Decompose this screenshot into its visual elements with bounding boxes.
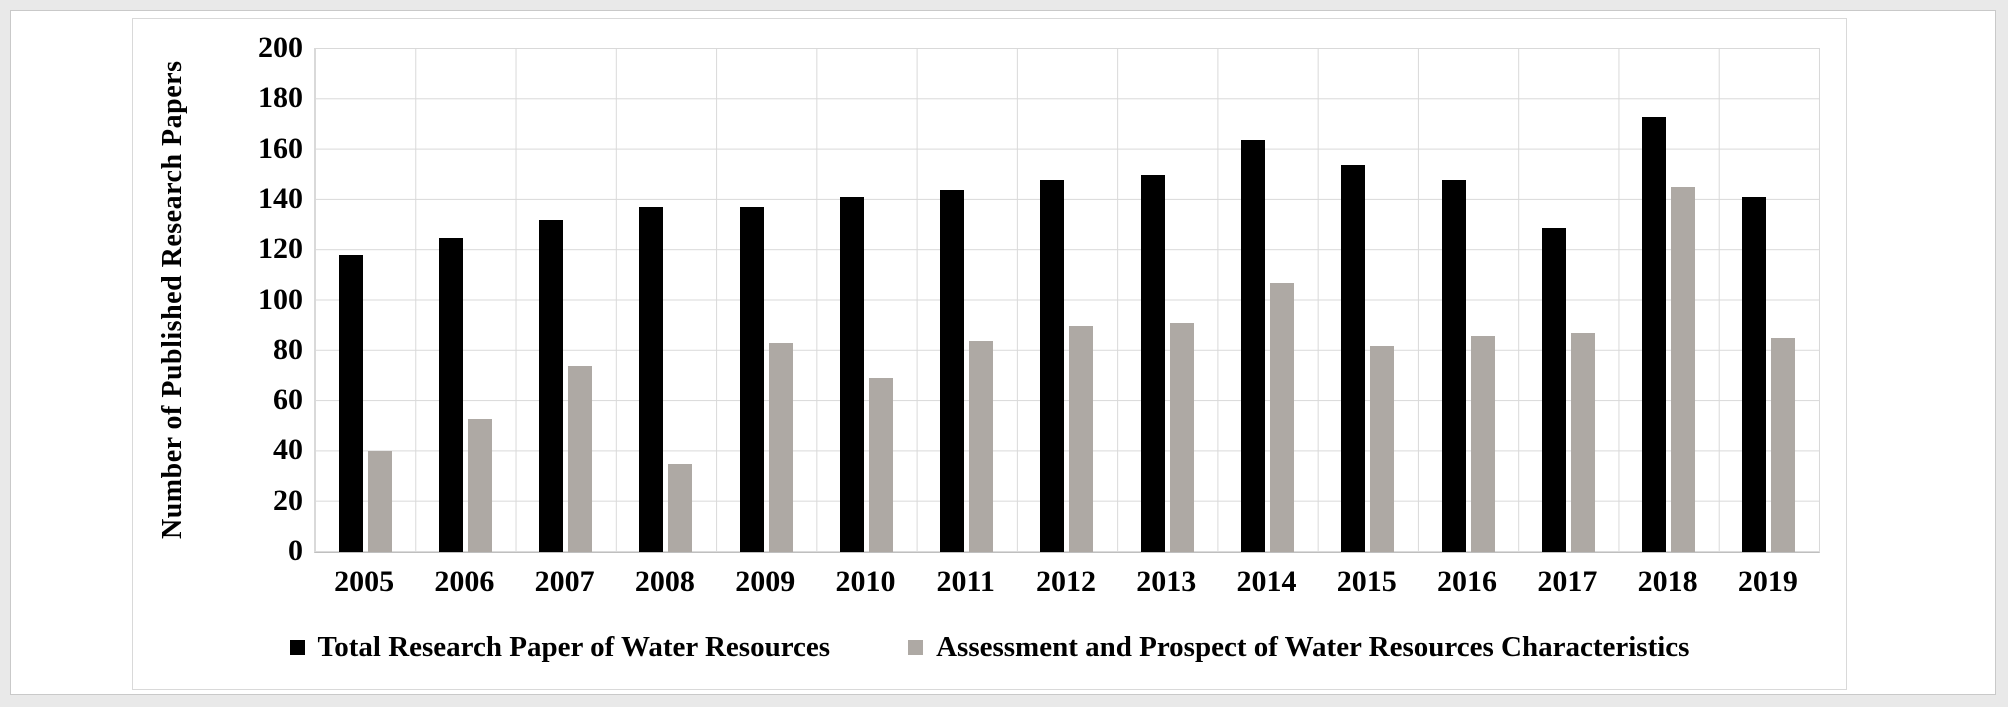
bar-total-2018	[1642, 116, 1667, 552]
bar-total-2008	[639, 207, 664, 552]
x-tick-label: 2010	[835, 565, 896, 598]
bar-group-2014	[1217, 49, 1317, 552]
bar-group-2012	[1017, 49, 1117, 552]
bar-assessment-2006	[467, 418, 492, 552]
bar-assessment-2016	[1470, 335, 1495, 552]
y-tick-label: 0	[288, 534, 303, 567]
bar-assessment-2005	[367, 451, 392, 552]
y-tick-label: 120	[258, 232, 303, 266]
legend-marker-assessment-icon	[908, 640, 924, 655]
x-tick-label: 2012	[1035, 565, 1096, 598]
bar-assessment-2010	[868, 378, 893, 552]
x-tick-label: 2015	[1336, 565, 1397, 598]
bar-total-2005	[338, 255, 363, 552]
bar-total-2016	[1441, 179, 1466, 552]
bar-assessment-2018	[1671, 187, 1696, 552]
bar-group-2006	[415, 49, 515, 552]
y-tick-label: 60	[273, 383, 303, 417]
x-tick-label: 2011	[936, 565, 995, 598]
bar-total-2007	[539, 220, 564, 552]
x-tick-label: 2009	[735, 565, 796, 598]
y-tick-label: 200	[258, 31, 303, 64]
x-tick-label: 2005	[334, 565, 395, 598]
bar-group-2005	[315, 49, 415, 552]
y-tick-label: 20	[273, 483, 303, 517]
bar-total-2013	[1140, 174, 1165, 552]
bar-group-2007	[516, 49, 616, 552]
legend-item-total: Total Research Paper of Water Resources	[289, 631, 831, 664]
y-axis-tick-labels: 200 180 160 140 120 100 80 60 40 20 0	[133, 19, 1846, 689]
x-axis-labels: 2005 2006 2007 2008 2009 2010 2011 2012 2013 2014…	[314, 565, 1818, 599]
plot-area	[314, 48, 1820, 553]
x-tick-label: 2018	[1637, 565, 1698, 598]
bar-assessment-2007	[568, 365, 593, 552]
bar-assessment-2019	[1771, 338, 1796, 552]
x-tick-label: 2013	[1136, 565, 1197, 598]
y-tick-label: 160	[258, 131, 303, 165]
x-tick-label: 2017	[1537, 565, 1598, 598]
bar-group-2010	[816, 49, 916, 552]
bar-assessment-2014	[1270, 282, 1295, 552]
y-tick-label: 140	[258, 181, 303, 215]
bar-total-2006	[438, 237, 463, 552]
bar-group-2015	[1318, 49, 1418, 552]
bar-group-2011	[917, 49, 1017, 552]
x-tick-label: 2008	[634, 565, 695, 598]
x-tick-label: 2007	[534, 565, 595, 598]
chart-panel: Number of Published Research Papers 200 1…	[10, 10, 1996, 695]
legend-marker-total-icon	[289, 640, 305, 655]
bar-total-2019	[1742, 197, 1767, 552]
bar-assessment-2008	[668, 463, 693, 552]
legend-item-assessment: Assessment and Prospect of Water Resourc…	[908, 631, 1689, 664]
bar-total-2012	[1040, 179, 1065, 552]
bar-total-2015	[1341, 164, 1366, 552]
bar-group-2018	[1618, 49, 1718, 552]
bar-group-2019	[1719, 49, 1819, 552]
legend-label-total: Total Research Paper of Water Resources	[317, 631, 831, 663]
bar-group-2009	[716, 49, 816, 552]
bar-total-2009	[739, 207, 764, 552]
x-tick-label: 2014	[1236, 565, 1297, 598]
y-tick-label: 100	[258, 282, 303, 316]
x-tick-label: 2006	[434, 565, 495, 598]
x-tick-label: 2016	[1437, 565, 1498, 598]
x-tick-label: 2019	[1737, 565, 1798, 598]
y-tick-label: 180	[258, 81, 303, 115]
bar-total-2017	[1541, 227, 1566, 552]
bar-assessment-2015	[1370, 345, 1395, 552]
bar-chart: Number of Published Research Papers 200 1…	[132, 18, 1847, 690]
bar-total-2014	[1241, 139, 1266, 552]
bar-assessment-2017	[1570, 333, 1595, 552]
bar-total-2010	[839, 197, 864, 552]
bar-group-2017	[1518, 49, 1618, 552]
y-tick-label: 40	[273, 433, 303, 467]
bar-group-2013	[1117, 49, 1217, 552]
legend: Total Research Paper of Water Resources …	[133, 631, 1846, 664]
y-tick-label: 80	[273, 332, 303, 366]
bar-assessment-2013	[1169, 323, 1194, 552]
bar-assessment-2012	[1069, 325, 1094, 552]
bar-assessment-2009	[768, 343, 793, 552]
bar-assessment-2011	[969, 340, 994, 552]
bar-total-2011	[940, 189, 965, 552]
bar-group-2016	[1418, 49, 1518, 552]
legend-label-assessment: Assessment and Prospect of Water Resourc…	[936, 631, 1690, 663]
bar-group-2008	[616, 49, 716, 552]
